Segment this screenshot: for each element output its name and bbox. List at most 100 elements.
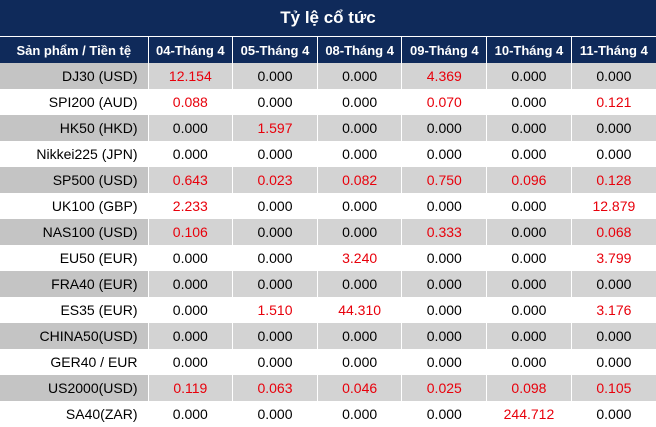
table-header-row: Sản phẩm / Tiền tệ 04-Tháng 4 05-Tháng 4… — [0, 37, 656, 63]
table-row: EU50 (EUR) 0.000 0.000 3.240 0.000 0.000 3.799 — [0, 245, 656, 271]
dividend-value-cell: 0.000 — [486, 115, 572, 141]
dividend-value-cell: 0.128 — [571, 167, 656, 193]
dividend-value-cell: 0.000 — [148, 401, 234, 427]
table-row: HK50 (HKD) 0.000 1.597 0.000 0.000 0.000 0.000 — [0, 115, 656, 141]
dividend-value-cell: 0.000 — [148, 271, 234, 297]
column-header-date: 11-Tháng 4 — [571, 37, 656, 63]
product-cell: Nikkei225 (JPN) — [0, 141, 149, 167]
column-header-date: 09-Tháng 4 — [401, 37, 488, 63]
dividend-value-cell: 0.000 — [317, 89, 403, 115]
product-cell: HK50 (HKD) — [0, 115, 149, 141]
table-row: FRA40 (EUR) 0.000 0.000 0.000 0.000 0.000 0.00… — [0, 271, 656, 297]
dividend-value-cell: 0.000 — [401, 349, 488, 375]
table-row: ES35 (EUR) 0.000 1.510 44.310 0.000 0.000 3.17… — [0, 297, 656, 323]
dividend-value-cell: 0.000 — [317, 401, 403, 427]
dividend-value-cell: 0.000 — [571, 141, 656, 167]
table-row: NAS100 (USD) 0.106 0.000 0.000 0.333 0.000 0.0… — [0, 219, 656, 245]
dividend-value-cell: 0.119 — [148, 375, 234, 401]
dividend-value-cell: 0.000 — [486, 219, 572, 245]
dividend-value-cell: 0.000 — [486, 63, 572, 89]
dividend-value-cell: 0.063 — [232, 375, 318, 401]
dividend-value-cell: 0.000 — [401, 401, 488, 427]
dividend-value-cell: 0.000 — [232, 271, 318, 297]
dividend-value-cell: 0.000 — [317, 349, 403, 375]
dividend-value-cell: 0.000 — [401, 115, 488, 141]
dividend-value-cell: 0.000 — [401, 245, 488, 271]
dividend-value-cell: 0.750 — [401, 167, 488, 193]
dividend-value-cell: 0.105 — [571, 375, 656, 401]
dividend-value-cell: 0.000 — [401, 297, 488, 323]
dividend-value-cell: 0.046 — [317, 375, 403, 401]
dividend-value-cell: 0.000 — [486, 193, 572, 219]
dividend-value-cell: 1.510 — [232, 297, 318, 323]
dividend-value-cell: 0.070 — [401, 89, 488, 115]
dividend-value-cell: 0.000 — [486, 297, 572, 323]
dividend-value-cell: 44.310 — [317, 297, 403, 323]
dividend-value-cell: 0.000 — [401, 271, 488, 297]
dividend-value-cell: 0.000 — [232, 349, 318, 375]
dividend-value-cell: 0.000 — [486, 271, 572, 297]
dividend-value-cell: 0.025 — [401, 375, 488, 401]
dividend-value-cell: 0.000 — [317, 219, 403, 245]
product-cell: NAS100 (USD) — [0, 219, 149, 245]
dividend-value-cell: 0.000 — [401, 323, 488, 349]
dividend-value-cell: 2.233 — [148, 193, 234, 219]
dividend-value-cell: 0.000 — [317, 271, 403, 297]
product-cell: US2000(USD) — [0, 375, 149, 401]
dividend-value-cell: 0.023 — [232, 167, 318, 193]
product-cell: SP500 (USD) — [0, 167, 149, 193]
product-cell: ES35 (EUR) — [0, 297, 149, 323]
dividend-table: Sản phẩm / Tiền tệ 04-Tháng 4 05-Tháng 4… — [0, 37, 656, 427]
table-row: DJ30 (USD) 12.154 0.000 0.000 4.369 0.000 0.00… — [0, 63, 656, 89]
dividend-value-cell: 0.000 — [232, 245, 318, 271]
column-header-date: 04-Tháng 4 — [148, 37, 234, 63]
dividend-value-cell: 12.879 — [571, 193, 656, 219]
dividend-value-cell: 0.000 — [148, 141, 234, 167]
dividend-value-cell: 0.643 — [148, 167, 234, 193]
dividend-value-cell: 0.000 — [232, 63, 318, 89]
dividend-value-cell: 0.000 — [571, 323, 656, 349]
dividend-value-cell: 0.000 — [232, 401, 318, 427]
dividend-value-cell: 0.000 — [232, 219, 318, 245]
dividend-value-cell: 0.000 — [486, 89, 572, 115]
table-row: US2000(USD) 0.119 0.063 0.046 0.025 0.098 0.10… — [0, 375, 656, 401]
dividend-value-cell: 0.000 — [148, 297, 234, 323]
dividend-value-cell: 0.000 — [571, 63, 656, 89]
column-header-product: Sản phẩm / Tiền tệ — [0, 37, 149, 63]
product-cell: UK100 (GBP) — [0, 193, 149, 219]
dividend-value-cell: 0.000 — [401, 141, 488, 167]
table-row: CHINA50(USD) 0.000 0.000 0.000 0.000 0.000 0.0… — [0, 323, 656, 349]
dividend-value-cell: 3.799 — [571, 245, 656, 271]
dividend-value-cell: 3.240 — [317, 245, 403, 271]
dividend-value-cell: 0.088 — [148, 89, 234, 115]
dividend-value-cell: 0.000 — [571, 401, 656, 427]
dividend-value-cell: 0.000 — [232, 141, 318, 167]
table-row: Nikkei225 (JPN) 0.000 0.000 0.000 0.000 0.000… — [0, 141, 656, 167]
dividend-value-cell: 0.000 — [571, 271, 656, 297]
dividend-value-cell: 0.121 — [571, 89, 656, 115]
dividend-value-cell: 1.597 — [232, 115, 318, 141]
dividend-value-cell: 12.154 — [148, 63, 234, 89]
dividend-value-cell: 0.000 — [148, 349, 234, 375]
dividend-value-cell: 0.000 — [401, 193, 488, 219]
product-cell: SA40(ZAR) — [0, 401, 149, 427]
table-row: GER40 / EUR 0.000 0.000 0.000 0.000 0.000 0.00… — [0, 349, 656, 375]
dividend-value-cell: 0.000 — [317, 63, 403, 89]
dividend-value-cell: 4.369 — [401, 63, 488, 89]
dividend-value-cell: 0.106 — [148, 219, 234, 245]
product-cell: SPI200 (AUD) — [0, 89, 149, 115]
dividend-value-cell: 0.082 — [317, 167, 403, 193]
table-row: UK100 (GBP) 2.233 0.000 0.000 0.000 0.000 12.8… — [0, 193, 656, 219]
product-cell: DJ30 (USD) — [0, 63, 149, 89]
table-row: SPI200 (AUD) 0.088 0.000 0.000 0.070 0.000 0.1… — [0, 89, 656, 115]
table-row: SP500 (USD) 0.643 0.023 0.082 0.750 0.096 0.12… — [0, 167, 656, 193]
dividend-value-cell: 0.000 — [232, 193, 318, 219]
dividend-value-cell: 0.000 — [486, 323, 572, 349]
dividend-value-cell: 0.000 — [571, 115, 656, 141]
dividend-value-cell: 0.000 — [486, 245, 572, 271]
column-header-date: 08-Tháng 4 — [317, 37, 403, 63]
product-cell: FRA40 (EUR) — [0, 271, 149, 297]
table-row: SA40(ZAR) 0.000 0.000 0.000 0.000 244.712 0.00… — [0, 401, 656, 427]
dividend-value-cell: 0.000 — [571, 349, 656, 375]
